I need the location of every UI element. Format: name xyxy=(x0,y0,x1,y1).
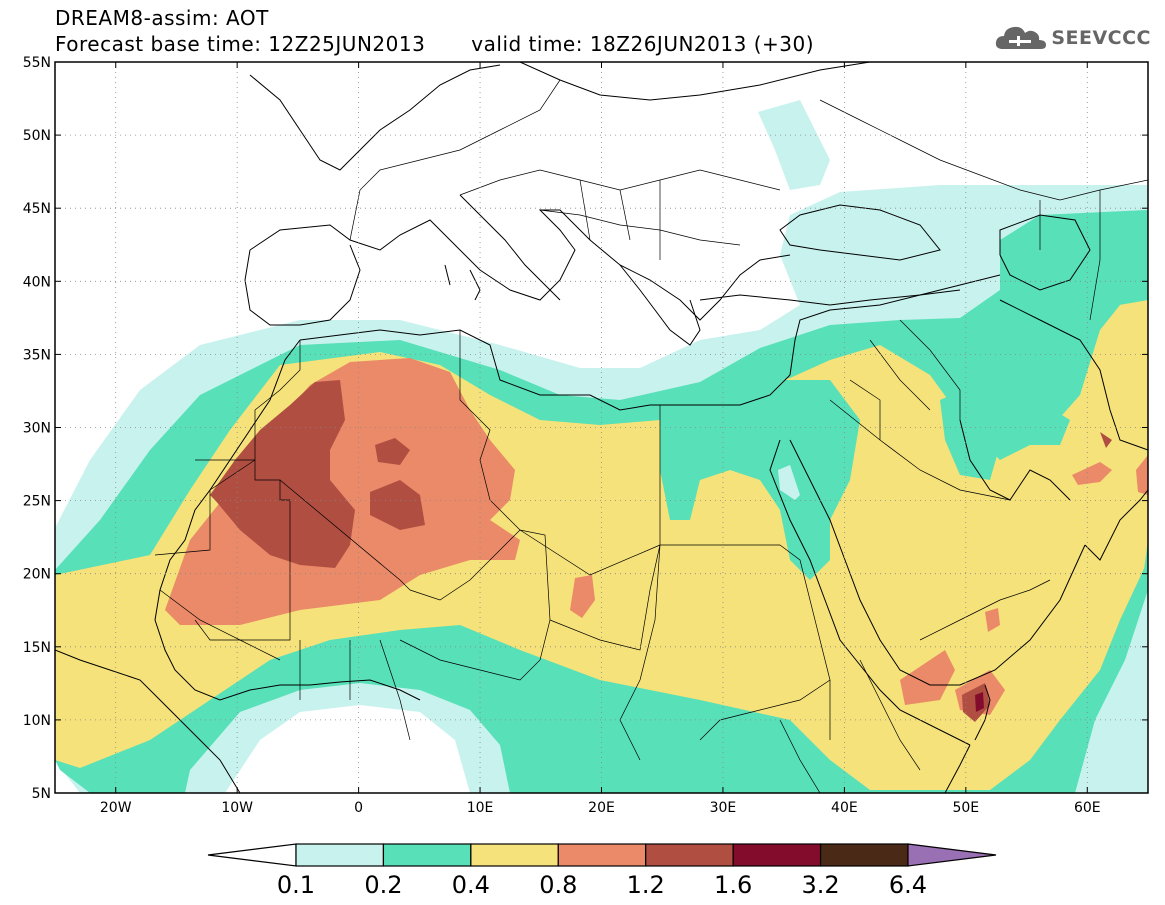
time-info: Forecast base time: 12Z25JUN2013 valid ti… xyxy=(55,32,814,56)
coast-iberia xyxy=(244,244,361,326)
lon-label: 10W xyxy=(221,800,253,816)
coastlines xyxy=(55,62,1148,793)
aot-hole-guinea xyxy=(225,705,470,793)
lat-label: 5N xyxy=(32,786,51,802)
coast-somalia xyxy=(944,684,991,793)
colorbar-segment-below xyxy=(207,843,297,867)
colorbar-label: 3.2 xyxy=(801,871,839,899)
longitude-labels: 20W 10W 0 10E 20E 30E 40E 50E 60E xyxy=(100,62,1101,816)
colorbar-label: 1.2 xyxy=(627,871,665,899)
colorbar: 0.1 0.2 0.4 0.8 1.2 1.6 3.2 6.4 xyxy=(207,843,997,899)
coast-levant xyxy=(789,274,1001,376)
coast-black-sea xyxy=(779,204,941,261)
lat-label: 30N xyxy=(23,421,51,437)
lon-label: 50E xyxy=(952,800,979,816)
colorbar-label: 0.1 xyxy=(277,871,315,899)
valid-time: valid time: 18Z26JUN2013 (+30) xyxy=(471,32,815,56)
border-west-africa xyxy=(159,589,411,741)
aot-band-0.2-east xyxy=(660,380,860,580)
lat-label: 55N xyxy=(23,55,51,71)
border-libya-chad xyxy=(519,529,661,576)
border-mauritania xyxy=(194,459,291,641)
aot-band-0.8-yemen xyxy=(900,650,955,705)
colorbar-label: 6.4 xyxy=(889,871,927,899)
latitude-labels: 5N 10N 15N 20N 25N 30N 35N 40N 45N 50N 55N xyxy=(23,55,1148,802)
coast-arabia-south xyxy=(1084,489,1148,561)
colorbar-segment xyxy=(732,843,822,867)
lon-label: 60E xyxy=(1074,800,1101,816)
coast-italy xyxy=(444,194,561,301)
border-algeria-mali xyxy=(279,479,411,591)
lon-label: 10E xyxy=(467,800,494,816)
lat-label: 45N xyxy=(23,201,51,217)
aot-band-0.8-yemen2 xyxy=(985,608,1000,632)
lon-label: 20W xyxy=(100,800,132,816)
lon-label: 40E xyxy=(831,800,858,816)
border-saudi xyxy=(829,379,1011,501)
aot-band-0.8 xyxy=(165,358,520,625)
seevccc-logo: SEEVCCC xyxy=(995,22,1151,54)
colorbar-segment xyxy=(819,843,909,867)
lat-label: 15N xyxy=(23,640,51,656)
border-chad-sudan xyxy=(549,544,661,761)
aot-band-0.1-north xyxy=(758,100,830,190)
colorbar-segment xyxy=(557,843,647,867)
colorbar-segment xyxy=(470,843,559,867)
colorbar-segment xyxy=(645,843,734,867)
lat-label: 35N xyxy=(23,347,51,363)
lon-label: 30E xyxy=(710,800,737,816)
grid-lines xyxy=(55,62,1148,793)
coast-west-africa xyxy=(55,649,241,793)
aot-band-0.1-se xyxy=(1075,590,1148,793)
border-east xyxy=(819,99,1148,201)
colorbar-segment xyxy=(295,843,385,867)
lat-label: 50N xyxy=(23,128,51,144)
coast-iran xyxy=(999,299,1148,451)
coast-nw-africa xyxy=(154,339,421,701)
coast-anatolia xyxy=(699,289,961,306)
aot-band-0.2-gulf xyxy=(940,380,1070,480)
border-europe-1 xyxy=(349,79,561,241)
border-algeria-libya xyxy=(459,330,521,531)
aot-contours xyxy=(55,100,1148,793)
border-iraq-iran xyxy=(869,319,961,420)
coast-mediterranean-south xyxy=(299,329,791,411)
aot-band-0.8-oman xyxy=(1136,455,1148,495)
map-title: DREAM8-assim: AOT xyxy=(55,6,269,30)
aot-band-0.8-chad xyxy=(570,575,595,618)
lat-label: 10N xyxy=(23,713,51,729)
cloud-logo-icon xyxy=(996,26,1047,49)
aot-band-1.2 xyxy=(210,380,355,568)
coast-europe-south xyxy=(249,209,791,321)
colorbar-segment-above xyxy=(907,843,997,867)
colorbar-label: 1.6 xyxy=(714,871,752,899)
colorbar-label: 0.2 xyxy=(364,871,402,899)
aot-band-1.2-gulf xyxy=(1100,432,1112,448)
colorbar-label: 0.4 xyxy=(452,871,490,899)
lat-label: 40N xyxy=(23,274,51,290)
coast-caspian xyxy=(999,214,1091,291)
aot-band-1.6 xyxy=(975,692,984,712)
lon-label: 20E xyxy=(588,800,615,816)
border-europe-3 xyxy=(539,179,741,260)
coast-red-sea-east xyxy=(789,439,1086,686)
colorbar-segment xyxy=(382,843,472,867)
base-time: Forecast base time: 12Z25JUN2013 xyxy=(55,32,426,56)
border-morocco-algeria xyxy=(154,340,301,556)
coast-red-sea-west xyxy=(769,439,971,746)
aot-band-0.2-caspian xyxy=(1000,225,1148,330)
logo-text: SEEVCCC xyxy=(1051,27,1151,49)
lon-label: 0 xyxy=(354,800,363,816)
lat-label: 25N xyxy=(23,494,51,510)
colorbar-label: 0.8 xyxy=(539,871,577,899)
lat-label: 20N xyxy=(23,567,51,583)
coast-europe-north xyxy=(249,62,871,171)
aot-band-1.2-b xyxy=(370,480,425,530)
red-sea-light xyxy=(778,465,800,500)
coast-greece xyxy=(619,264,701,346)
aot-band-1.2-c xyxy=(375,438,410,465)
aot-band-0.8-saudi xyxy=(1072,462,1112,485)
border-yemen xyxy=(919,579,1051,641)
